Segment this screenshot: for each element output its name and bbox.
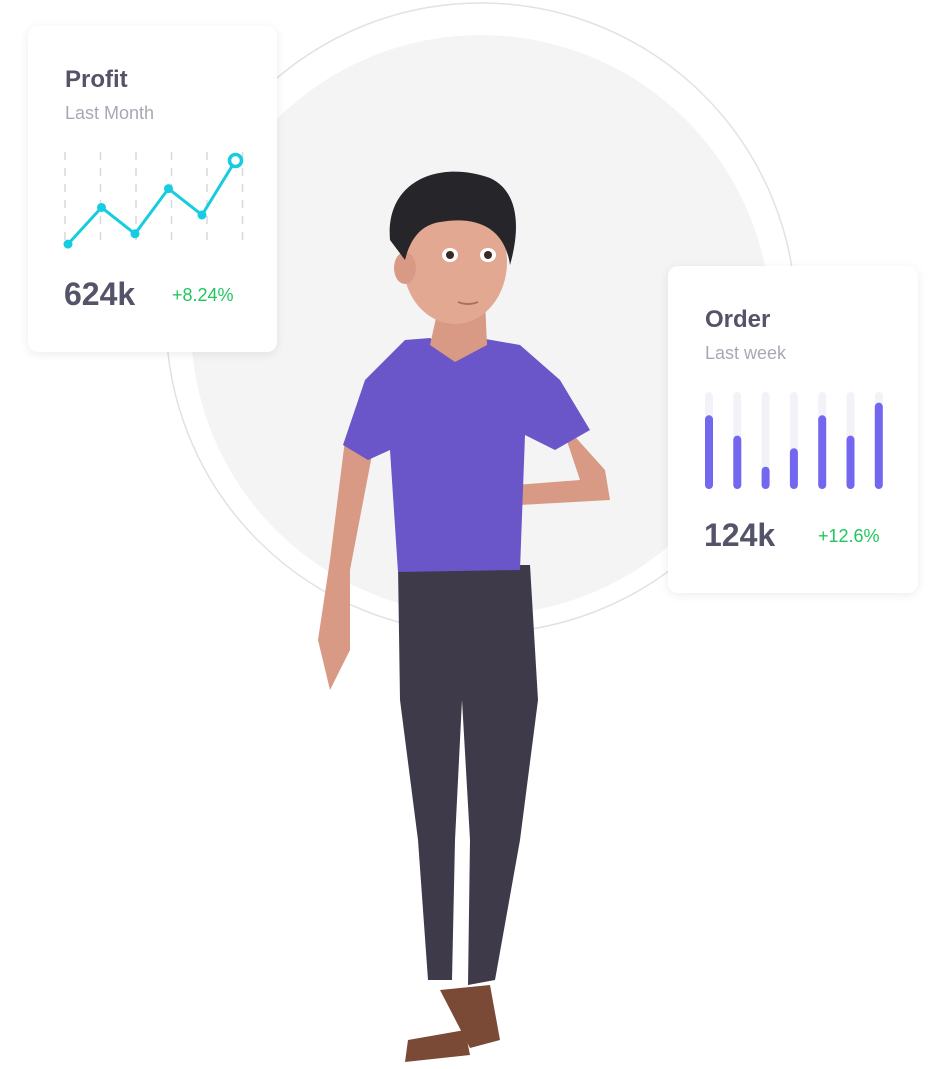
profit-line-chart [63,152,244,249]
profit-title: Profit [65,66,128,93]
order-card: Order Last week 124k +12.6% [668,266,918,593]
order-title: Order [705,306,771,333]
bar [818,415,827,489]
profit-card: Profit Last Month 624k +8.24% [28,26,277,352]
order-change: +12.6% [818,526,880,546]
data-point [97,202,106,212]
profit-change: +8.24% [172,285,234,305]
data-point [63,239,73,249]
bar [761,466,770,489]
profit-line [66,159,237,246]
profit-value: 624k [64,276,136,312]
bar-track [761,392,770,489]
person-illustration [318,171,610,1062]
order-subtitle: Last week [705,343,787,363]
bar [846,435,855,489]
bar [874,402,883,489]
bar [733,435,742,489]
data-point [197,210,207,220]
bar [789,448,798,489]
order-value: 124k [704,517,776,553]
profit-subtitle: Last Month [65,103,155,123]
data-point [164,184,173,194]
data-point-last [227,152,244,169]
order-bar-chart [705,392,883,489]
data-point [130,229,140,239]
bar [705,415,713,489]
